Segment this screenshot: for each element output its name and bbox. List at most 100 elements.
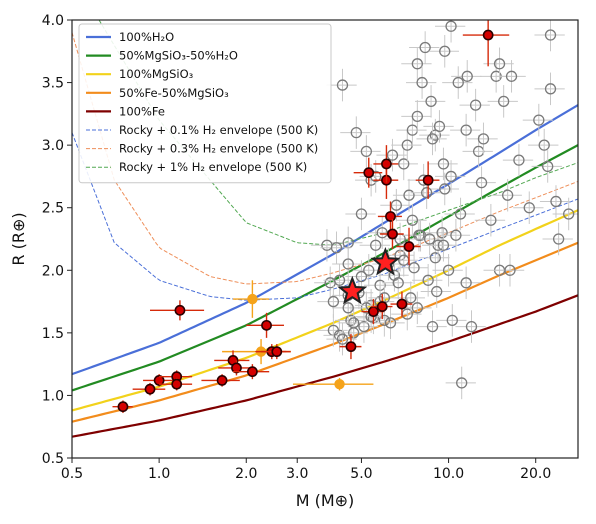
literature-planet-marker [398,158,410,170]
literature-planet-marker [378,314,391,326]
x-tick-label: 10.0 [433,466,464,482]
y-tick-label: 0.5 [42,451,64,467]
literature-planet-marker [550,195,562,208]
literature-planet-marker [433,120,446,133]
highlighted-planet-star [370,247,401,276]
x-tick-label: 0.5 [61,466,83,482]
literature-planet-marker [436,227,448,239]
literature-planet-marker [533,114,545,126]
highlighted-planet-star [337,275,368,305]
literature-planet-marker [456,377,468,389]
literature-planet-marker [493,58,506,70]
legend-label: 100%Fe [119,104,165,118]
x-tick-label: 20.0 [520,466,551,482]
y-tick-label: 2.0 [42,263,64,279]
literature-planet-marker [426,133,439,145]
curve-4 [72,294,578,438]
literature-planet-marker [390,199,402,211]
planet-marker [231,362,242,374]
y-tick-label: 2.5 [42,201,64,217]
planet-marker [174,304,186,316]
literature-planet-marker [431,285,443,298]
literature-planet-marker [475,177,488,189]
planet-marker [216,375,228,386]
literature-planet-marker [425,95,437,107]
literature-planet-marker [336,333,349,345]
literature-planet-marker [419,41,431,54]
curve-5 [72,132,578,301]
literature-planet-marker [416,76,428,89]
planet-marker [345,341,357,353]
literature-planet-marker [523,202,535,214]
literature-planet-marker [327,295,340,308]
planet-marker [381,158,392,170]
planet-marker [247,293,258,305]
planet-marker [368,306,379,317]
literature-planet-marker [350,126,362,139]
planet-marker [144,383,156,395]
literature-planet-marker [477,133,490,145]
literature-planet-marker [403,189,415,201]
legend-label: Rocky + 0.3% H₂ envelope (500 K) [119,142,318,156]
literature-planet-marker [392,277,404,289]
planet-marker [153,375,165,386]
legend-label: 50%Fe-50%MgSiO₃ [119,86,229,100]
literature-planet-marker [454,208,467,220]
literature-planet-marker [384,317,397,329]
literature-planet-marker [505,70,518,82]
literature-planet-marker [355,208,368,220]
literature-planet-marker [411,58,423,70]
literature-planet-marker [542,160,554,173]
planet-marker [422,174,434,186]
planet-marker [482,29,494,41]
curve-6 [72,32,578,285]
planet-marker [385,211,396,222]
literature-planet-marker [502,189,514,201]
literature-planet-marker [345,314,357,326]
literature-planet-marker [446,314,458,326]
literature-planet-marker [342,258,354,270]
literature-planet-marker [544,29,557,41]
x-tick-label: 2.0 [235,466,257,482]
literature-planet-marker [445,170,457,183]
y-tick-label: 1.0 [42,388,64,404]
legend-box [78,23,332,184]
legend-label: 100%MgSiO₃ [119,67,194,81]
planet-marker [403,241,415,252]
literature-planet-marker [513,154,525,166]
literature-planet-marker [469,99,482,111]
x-tick-label: 1.0 [148,466,170,482]
literature-planet-marker [333,329,346,342]
literature-planet-marker [452,76,464,89]
literature-planet-marker [423,233,436,245]
curve-2 [72,209,578,412]
literature-planet-marker [406,214,419,226]
planet-marker [117,401,129,413]
literature-planet-marker [461,70,473,82]
literature-planet-marker [421,187,433,199]
literature-planet-marker [336,79,349,91]
literature-planet-marker [442,264,455,276]
literature-planet-marker [544,83,557,95]
y-tick-label: 1.5 [42,326,64,342]
literature-planet-marker [386,149,399,161]
literature-planet-marker [465,320,478,333]
x-tick-label: 5.0 [350,466,372,482]
data-points [112,20,578,413]
literature-planet-marker [363,264,375,276]
literature-planet-marker [450,229,462,241]
literature-planet-marker [504,264,516,276]
literature-planet-marker [429,252,441,264]
planet-marker [396,298,408,310]
literature-planet-marker [437,158,450,170]
legend-label: Rocky + 0.1% H₂ envelope (500 K) [119,123,318,137]
literature-planet-marker [563,208,575,220]
literature-planet-marker [445,20,457,32]
literature-planet-marker [439,183,451,195]
literature-planet-marker [552,233,565,245]
curve-3 [72,241,578,423]
literature-planet-marker [422,274,434,286]
literature-planet-marker [460,277,472,289]
literature-planet-marker [485,214,497,226]
